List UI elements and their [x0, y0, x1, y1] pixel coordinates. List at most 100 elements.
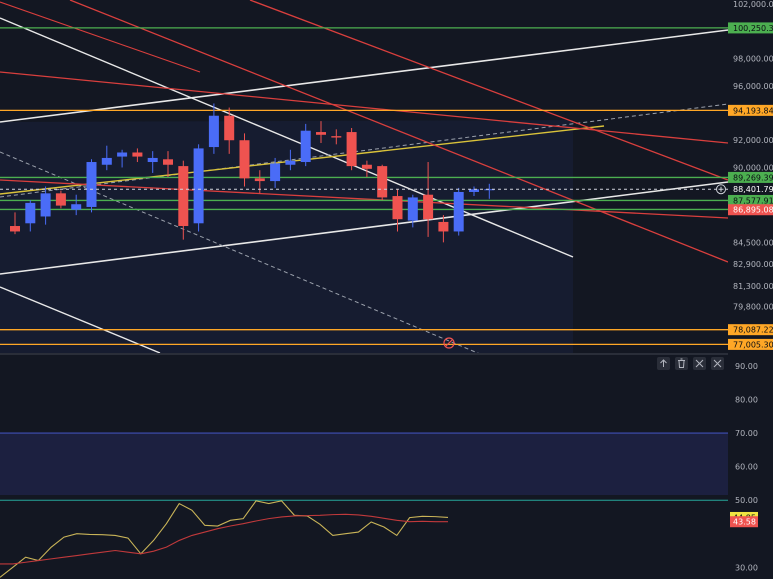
rsi-value-label: 43.58	[733, 518, 756, 527]
candle-body	[346, 132, 357, 167]
white-trendline-diagonal[interactable]	[0, 17, 574, 258]
candle-body	[361, 164, 372, 169]
candle-body	[71, 204, 82, 210]
white-trendline-bottom[interactable]	[0, 286, 161, 354]
price-tag-label: 100,250.38	[733, 24, 773, 33]
candle-body	[55, 193, 66, 206]
candle-body	[407, 197, 418, 221]
rsi-series	[0, 500, 449, 578]
candle-body	[163, 159, 173, 165]
current-price-text: 88,401.79	[733, 185, 773, 194]
price-axis-tick: 81,300.00	[733, 282, 773, 291]
candle-body	[316, 132, 326, 135]
candle-body	[178, 166, 189, 227]
close-pane-button[interactable]	[711, 357, 724, 370]
rsi-axis-tick: 50.00	[735, 496, 758, 505]
delete-pane-button[interactable]	[675, 357, 688, 370]
candle-body	[270, 163, 281, 182]
candle-body	[392, 196, 403, 220]
price-axis-tick: 90,000.00	[733, 163, 773, 172]
white-trendline-lower[interactable]	[0, 181, 729, 275]
candle-body	[285, 160, 296, 165]
rsi-band-fill	[0, 432, 728, 495]
rsi-axis-tick: 70.00	[735, 429, 758, 438]
candle-body	[469, 189, 479, 192]
price-axis-tick: 96,000.00	[733, 82, 773, 91]
candle-body	[438, 221, 449, 232]
price-tag	[728, 194, 773, 206]
candle-body	[86, 162, 97, 207]
candle-body	[377, 166, 388, 198]
collapse-icon	[695, 359, 704, 368]
candle-body	[132, 152, 143, 157]
price-tag-label: 89,269.39	[733, 173, 773, 182]
price-tag-label: 86,895.08	[733, 206, 773, 215]
rsi-axis-tick: 90.00	[735, 362, 758, 371]
price-axis-tick: 102,000.00	[733, 0, 773, 9]
price-axis[interactable]	[728, 0, 773, 579]
red-trendline-3[interactable]	[0, 71, 729, 144]
close-icon	[713, 359, 722, 368]
candle-body	[101, 157, 112, 165]
rsi-value-tags: 44.8543.58	[730, 511, 758, 528]
price-axis-tick: 79,800.00	[733, 302, 773, 311]
horizontal-levels[interactable]	[0, 27, 728, 346]
price-tag	[728, 338, 773, 350]
red-trendline-1[interactable]	[69, 0, 729, 263]
candle-body	[147, 157, 158, 163]
price-tag	[728, 171, 773, 183]
candle-body	[193, 148, 204, 224]
move-pane-up-button[interactable]	[657, 357, 670, 370]
price-tag	[728, 204, 773, 216]
candle-body	[239, 140, 250, 179]
candle-body	[25, 202, 36, 224]
price-tag	[728, 22, 773, 34]
price-tags: 100,250.38 94,193.84 89,269.39 87,577.9186,…	[728, 22, 773, 350]
trendline-layer[interactable]	[0, 0, 729, 355]
candle-body	[423, 194, 434, 220]
candle-body	[254, 178, 265, 182]
candle-body	[117, 152, 128, 157]
rsi-line	[0, 500, 449, 578]
rsi-axis-ticks: 90.00 80.00 70.00 60.00 50.00 30.00	[735, 362, 758, 572]
candle-body	[300, 130, 311, 163]
trash-icon	[678, 358, 685, 368]
red-trendline-5[interactable]	[0, 1, 201, 73]
candle-body	[331, 136, 342, 138]
price-tag-label: 94,193.84	[733, 106, 773, 115]
price-axis-ticks: 102,000.00 98,000.00 96,000.00 92,000.00 90,…	[733, 0, 773, 311]
red-trendline-2[interactable]	[249, 0, 729, 181]
price-tag	[728, 104, 773, 116]
price-tag-label: 87,577.91	[733, 196, 773, 205]
candle-body	[208, 115, 219, 148]
current-price-label: 88,401.79	[716, 183, 773, 195]
red-trendline-4[interactable]	[0, 179, 729, 219]
candle-body	[484, 189, 495, 191]
rsi-value-tag	[730, 516, 758, 528]
price-tag-label: 77,005.30	[733, 340, 773, 349]
price-axis-tick: 82,900.00	[733, 260, 773, 269]
collapse-pane-button[interactable]	[693, 357, 706, 370]
arrow-up-icon	[660, 359, 667, 367]
alert-icon[interactable]	[443, 337, 455, 349]
white-trendline-upper[interactable]	[0, 29, 729, 123]
candle-body	[10, 226, 20, 232]
rsi-ma-line	[0, 513, 449, 565]
rsi-pane[interactable]	[0, 432, 728, 495]
candle-body	[453, 191, 464, 232]
price-axis-tick: 84,500.00	[733, 238, 773, 247]
price-axis-tick: 92,000.00	[733, 136, 773, 145]
price-tag-label: 78,087.22	[733, 326, 773, 335]
candlestick-series	[10, 103, 495, 243]
rsi-reference-lines	[0, 432, 728, 501]
candle-body	[40, 193, 51, 217]
price-tag	[728, 324, 773, 336]
candle-body	[224, 115, 235, 141]
rsi-axis-tick: 60.00	[735, 463, 758, 472]
pane-toolbar	[657, 357, 724, 370]
rsi-axis-tick: 80.00	[735, 396, 758, 405]
dashed-trendline-up[interactable]	[0, 103, 729, 198]
price-axis-tick: 98,000.00	[733, 55, 773, 64]
rsi-axis-tick: 30.00	[735, 563, 758, 572]
